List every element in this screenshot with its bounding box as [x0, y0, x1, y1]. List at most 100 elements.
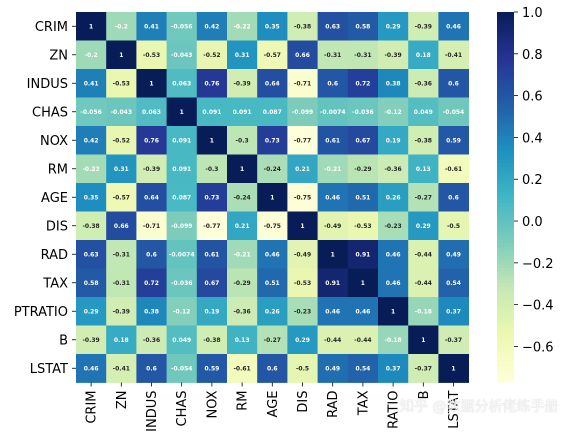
cell-value-label: 0.35 — [265, 23, 280, 30]
cell-value-label: 0.063 — [172, 80, 191, 87]
cell-value-label: -0.36 — [233, 308, 250, 315]
heatmap-cell — [257, 69, 288, 98]
colorbar-segment — [497, 70, 514, 75]
colorbar-segment — [497, 141, 514, 146]
heatmap-cell — [408, 69, 439, 98]
cell-value-label: 1 — [391, 308, 395, 315]
heatmap-cell — [287, 69, 318, 98]
cell-value-label: -0.099 — [292, 109, 313, 116]
colorbar-tick-label: 0.4 — [522, 131, 543, 146]
cell-value-label: -0.44 — [415, 280, 432, 287]
cell-value-label: 0.73 — [265, 137, 280, 144]
heatmap-cell — [317, 354, 349, 383]
heatmap-cell — [227, 183, 258, 212]
cell-value-label: 0.72 — [355, 80, 370, 87]
heatmap-cell — [347, 97, 379, 127]
heatmap-cell — [166, 211, 198, 241]
heatmap-cell — [136, 40, 167, 70]
colorbar-segment — [497, 264, 514, 269]
cell-value-label: 1 — [331, 251, 335, 258]
colorbar-segment — [497, 135, 514, 139]
y-tick-label: DIS — [46, 219, 68, 234]
cell-value-label: -0.27 — [264, 337, 281, 344]
cell-value-label: -0.57 — [113, 194, 130, 201]
cell-value-label: -0.38 — [415, 137, 432, 144]
cell-value-label: 0.26 — [386, 194, 401, 201]
heatmap-cell — [257, 297, 288, 326]
cell-value-label: -0.24 — [264, 166, 281, 173]
cell-value-label: -0.043 — [171, 52, 192, 59]
heatmap-cell — [166, 69, 198, 98]
colorbar-segment — [497, 351, 514, 355]
heatmap-cell — [136, 183, 167, 212]
cell-value-label: -0.53 — [143, 52, 160, 59]
colorbar-segment — [497, 283, 514, 287]
cell-value-label: 0.6 — [267, 365, 278, 372]
cell-value-label: -0.71 — [294, 80, 311, 87]
heatmap-cell — [166, 240, 198, 269]
colorbar-tick-label: 0.2 — [522, 173, 543, 188]
cell-value-label: 0.063 — [142, 109, 161, 116]
cell-value-label: -0.3 — [205, 166, 218, 173]
cell-value-label: 0.49 — [325, 365, 340, 372]
heatmap-cell — [166, 325, 198, 355]
heatmap-cell — [408, 325, 439, 355]
heatmap-cell — [76, 268, 107, 298]
heatmap-cell — [438, 126, 469, 155]
colorbar-segment — [497, 101, 514, 105]
colorbar-tick-label: −0.6 — [522, 340, 554, 355]
cell-value-label: 1 — [180, 109, 184, 116]
heatmap-cell — [227, 69, 258, 98]
colorbar-segment — [497, 209, 514, 213]
colorbar-segment — [497, 123, 514, 127]
cell-value-label: -0.44 — [324, 337, 341, 344]
colorbar-segment — [497, 304, 514, 309]
cell-value-label: -0.22 — [233, 23, 250, 30]
cell-value-label: 0.54 — [355, 365, 370, 372]
cell-value-label: 0.91 — [355, 251, 370, 258]
colorbar-segment — [497, 58, 514, 62]
colorbar-segment — [497, 147, 514, 152]
cell-value-label: 0.6 — [146, 251, 157, 258]
y-tick-label: RAD — [41, 248, 68, 263]
cell-value-label: -0.39 — [384, 52, 401, 59]
colorbar-segment — [497, 160, 514, 164]
heatmap-cell — [136, 97, 167, 127]
colorbar-segment — [497, 295, 514, 300]
cell-value-label: 0.29 — [416, 223, 431, 230]
colorbar-segment — [497, 129, 514, 133]
colorbar-segment — [497, 92, 514, 96]
colorbar-segment — [497, 267, 514, 272]
heatmap-cell — [438, 12, 469, 41]
cell-value-label: -0.39 — [82, 337, 99, 344]
x-tick-label: DIS — [296, 391, 311, 413]
cell-value-label: -0.39 — [113, 308, 130, 315]
heatmap-cell — [196, 268, 228, 298]
cell-value-label: 0.091 — [172, 137, 191, 144]
heatmap-cell — [257, 126, 288, 155]
cell-value-label: -0.5 — [447, 223, 460, 230]
colorbar-segment — [497, 73, 514, 78]
cell-value-label: 0.6 — [448, 194, 459, 201]
cell-value-label: 0.049 — [172, 337, 191, 344]
cell-value-label: -0.39 — [233, 80, 250, 87]
heatmap-cell — [166, 268, 198, 298]
heatmap-cell — [257, 325, 288, 355]
colorbar-segment — [497, 271, 514, 275]
heatmap-cell — [408, 97, 439, 127]
cell-value-label: 0.64 — [144, 194, 159, 201]
cell-value-label: 0.67 — [204, 280, 219, 287]
cell-value-label: -0.2 — [85, 52, 98, 59]
cell-value-label: 0.46 — [84, 365, 99, 372]
cell-value-label: 0.73 — [204, 194, 219, 201]
heatmap-cell — [76, 240, 107, 269]
cell-value-label: -0.056 — [80, 109, 101, 116]
cell-value-label: 1 — [421, 337, 425, 344]
cell-value-label: 0.76 — [204, 80, 219, 87]
cell-value-label: 0.59 — [204, 365, 219, 372]
heatmap-cell — [106, 354, 137, 383]
colorbar-segment — [497, 104, 514, 109]
colorbar-segment — [497, 52, 514, 56]
colorbar-segment — [497, 354, 514, 358]
heatmap-cell — [378, 154, 409, 184]
